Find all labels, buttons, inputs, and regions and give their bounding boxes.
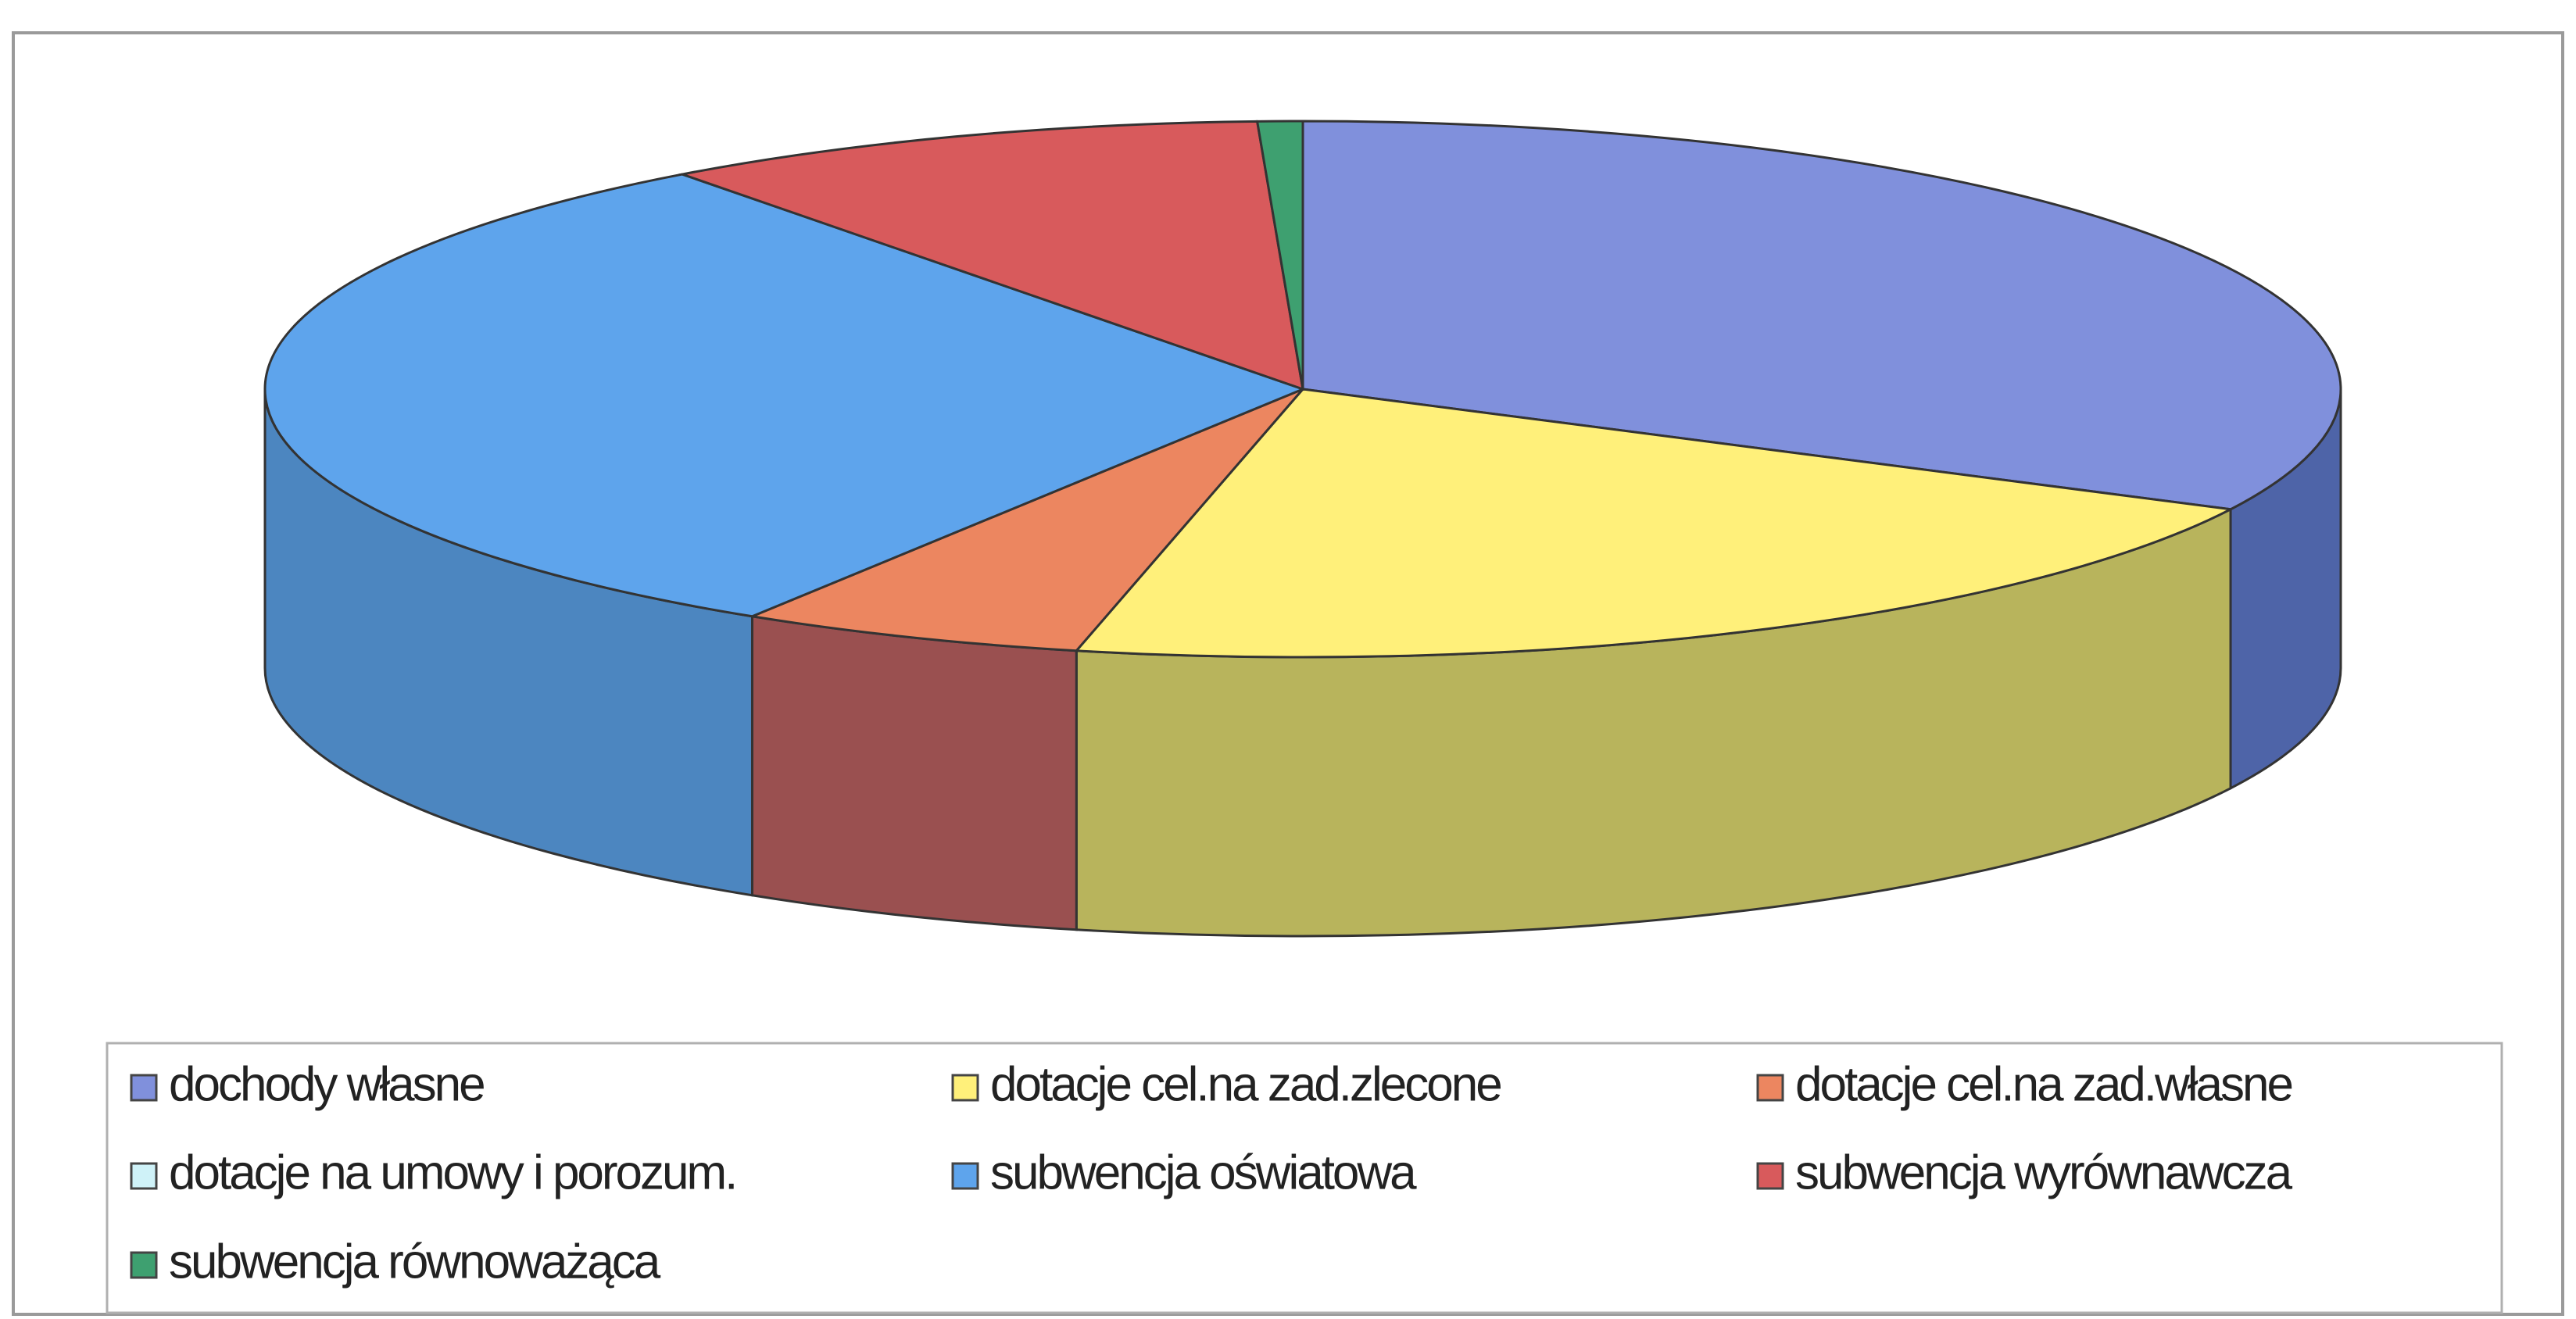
pie-tops xyxy=(263,120,2342,659)
pie-slice xyxy=(1074,388,2234,659)
legend-label: subwencja wyrównawcza xyxy=(1795,1146,2293,1199)
legend-swatch xyxy=(1756,1162,1784,1190)
pie-slice xyxy=(263,173,1307,618)
legend-label: dotacje cel.na zad.zlecone xyxy=(990,1057,1501,1111)
pie-slice xyxy=(1255,120,1304,390)
legend-swatch xyxy=(951,1074,979,1102)
pie-slice-side xyxy=(750,614,1078,931)
legend-box xyxy=(106,1042,2503,1314)
pie-slice xyxy=(1301,120,2342,511)
legend-label: dochody własne xyxy=(169,1057,484,1111)
legend-label: dotacje cel.na zad.własne xyxy=(1795,1057,2292,1111)
legend-label: subwencja równoważąca xyxy=(169,1235,661,1289)
legend-swatch xyxy=(1756,1074,1784,1102)
pie-slice xyxy=(678,120,1304,391)
legend: dochody własne dotacje cel.na zad.zlecone… xyxy=(130,1057,2295,1289)
legend-swatch xyxy=(130,1074,158,1102)
legend-label: dotacje na umowy i porozum. xyxy=(169,1146,735,1199)
legend-swatch xyxy=(130,1251,158,1279)
pie-slice xyxy=(748,388,1304,652)
legend-swatch xyxy=(951,1162,979,1190)
legend-label: subwencja oświatowa xyxy=(990,1146,1417,1199)
legend-swatch xyxy=(130,1162,158,1190)
